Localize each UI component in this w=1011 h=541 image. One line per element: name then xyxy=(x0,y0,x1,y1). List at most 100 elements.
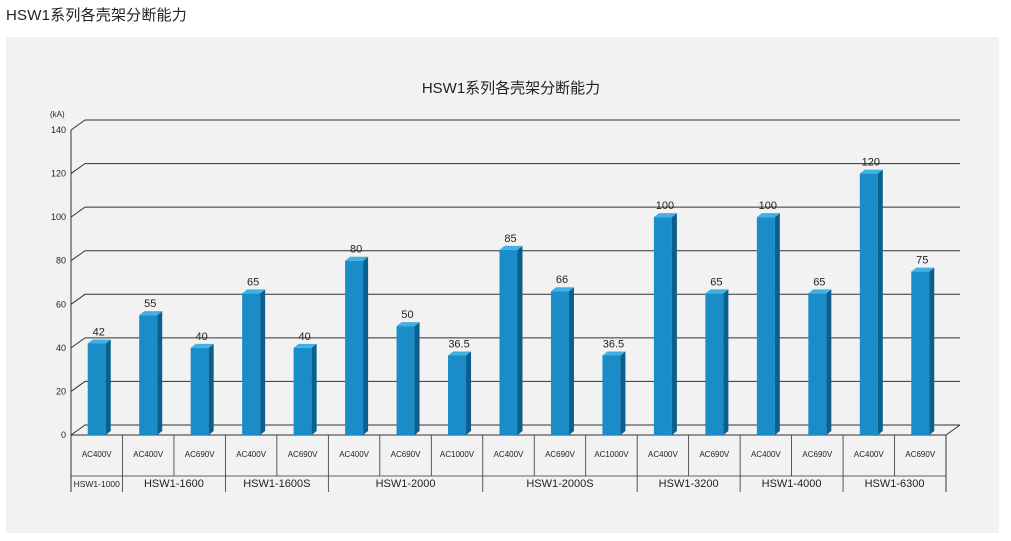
bar-chart: HSW1系列各壳架分断能力 (kA) 0 20 40 60 80 100 120 140 42… xyxy=(50,80,961,492)
category-table: AC400V HSW1-1000 AC400V AC690V HSW1-1600 AC40… xyxy=(70,435,947,492)
bar-top xyxy=(345,256,369,261)
model-group-label: HSW1-3200 xyxy=(659,478,719,490)
bar-value-label: 65 xyxy=(247,276,259,288)
bar-side xyxy=(517,245,523,435)
bar-side xyxy=(414,322,420,435)
y-tick-label: 20 xyxy=(56,386,66,396)
gridline xyxy=(70,119,960,131)
floor-right-edge xyxy=(945,424,961,436)
voltage-label: AC690V xyxy=(905,450,935,459)
model-group-label: HSW1-1000 xyxy=(74,479,121,489)
bar-side xyxy=(671,213,677,435)
bar-top xyxy=(190,343,214,348)
bar-side xyxy=(466,351,472,435)
bar-value-label: 100 xyxy=(656,200,674,212)
voltage-label: AC400V xyxy=(236,450,266,459)
bar-top xyxy=(756,213,780,218)
bar-front xyxy=(653,217,672,435)
bar-front xyxy=(242,293,261,435)
bar-value-label: 36.5 xyxy=(448,338,469,350)
bar-front xyxy=(190,347,209,435)
bar-side xyxy=(929,267,935,435)
bar-front xyxy=(550,291,569,435)
voltage-label: AC1000V xyxy=(594,450,629,459)
bar-value-label: 80 xyxy=(350,244,362,256)
bar-top xyxy=(499,245,523,250)
voltage-label: AC400V xyxy=(648,450,678,459)
bar-side xyxy=(877,169,883,436)
voltage-label: AC690V xyxy=(288,450,318,459)
y-tick-label: 120 xyxy=(51,169,66,179)
voltage-label: AC690V xyxy=(391,450,421,459)
bar-value-label: 66 xyxy=(556,274,568,286)
bar-value-label: 65 xyxy=(710,276,722,288)
y-tick-label: 100 xyxy=(51,212,66,222)
bar-side xyxy=(105,339,111,435)
bar-front xyxy=(911,271,930,435)
bar-top xyxy=(293,343,317,348)
bar-top xyxy=(550,287,574,292)
voltage-label: AC400V xyxy=(494,450,524,459)
bar-top xyxy=(705,289,729,294)
voltage-label: AC690V xyxy=(185,450,215,459)
bar-value-label: 50 xyxy=(401,309,413,321)
bar-value-label: 75 xyxy=(916,255,928,267)
bar-front xyxy=(139,315,158,435)
chart-panel: HSW1系列各壳架分断能力 (kA) 0 20 40 60 80 100 120 140 42… xyxy=(6,37,999,533)
gridline xyxy=(70,206,960,218)
bar-front xyxy=(756,217,775,435)
bar-value-label: 85 xyxy=(504,233,516,245)
page-heading: HSW1系列各壳架分断能力 xyxy=(6,7,187,24)
bar-value-label: 65 xyxy=(813,276,825,288)
bar-front xyxy=(293,347,312,435)
bar-top xyxy=(808,289,832,294)
bar-value-label: 100 xyxy=(759,200,777,212)
model-group-label: HSW1-2000S xyxy=(526,478,593,490)
bar-front xyxy=(859,173,878,436)
bar-value-label: 36.5 xyxy=(603,338,624,350)
bar-front xyxy=(345,260,364,435)
bar-value-label: 120 xyxy=(862,157,880,169)
model-group-label: HSW1-2000 xyxy=(376,478,436,490)
bar-value-label: 40 xyxy=(196,331,208,343)
bar-value-label: 40 xyxy=(298,331,310,343)
y-tick-label: 40 xyxy=(56,343,66,353)
model-group-label: HSW1-4000 xyxy=(762,478,822,490)
bar-side xyxy=(363,256,369,435)
voltage-label: AC690V xyxy=(802,450,832,459)
bar-front xyxy=(602,355,621,435)
bar-side xyxy=(157,311,163,435)
bar-side xyxy=(260,289,266,435)
y-tick-label: 60 xyxy=(56,299,66,309)
chart-title: HSW1系列各壳架分断能力 xyxy=(422,80,600,97)
bar-top xyxy=(911,267,935,272)
bar-side xyxy=(723,289,729,435)
voltage-label: AC400V xyxy=(133,450,163,459)
voltage-label: AC400V xyxy=(82,450,112,459)
bar-front xyxy=(808,293,827,435)
voltage-label: AC690V xyxy=(699,450,729,459)
bar-value-label: 42 xyxy=(93,327,105,339)
bar-top xyxy=(653,213,677,218)
voltage-label: AC690V xyxy=(545,450,575,459)
model-group-label: HSW1-1600 xyxy=(144,478,204,490)
voltage-label: AC1000V xyxy=(440,450,475,459)
bar-side xyxy=(568,287,574,435)
y-tick-label: 140 xyxy=(51,125,66,135)
voltage-label: AC400V xyxy=(854,450,884,459)
bar-top xyxy=(859,169,883,174)
bar-value-label: 55 xyxy=(144,298,156,310)
bar-front xyxy=(396,326,415,435)
bar-top xyxy=(87,339,111,344)
y-tick-label: 0 xyxy=(61,430,66,440)
bar-top xyxy=(602,351,626,356)
bar-side xyxy=(826,289,832,435)
bar-side xyxy=(311,343,317,435)
bar-top xyxy=(448,351,472,356)
bar-top xyxy=(396,322,420,327)
bar-side xyxy=(774,213,780,435)
gridline xyxy=(70,163,960,174)
model-group-label: HSW1-6300 xyxy=(865,478,925,490)
model-group-label: HSW1-1600S xyxy=(243,478,310,490)
bar-top xyxy=(139,311,163,316)
